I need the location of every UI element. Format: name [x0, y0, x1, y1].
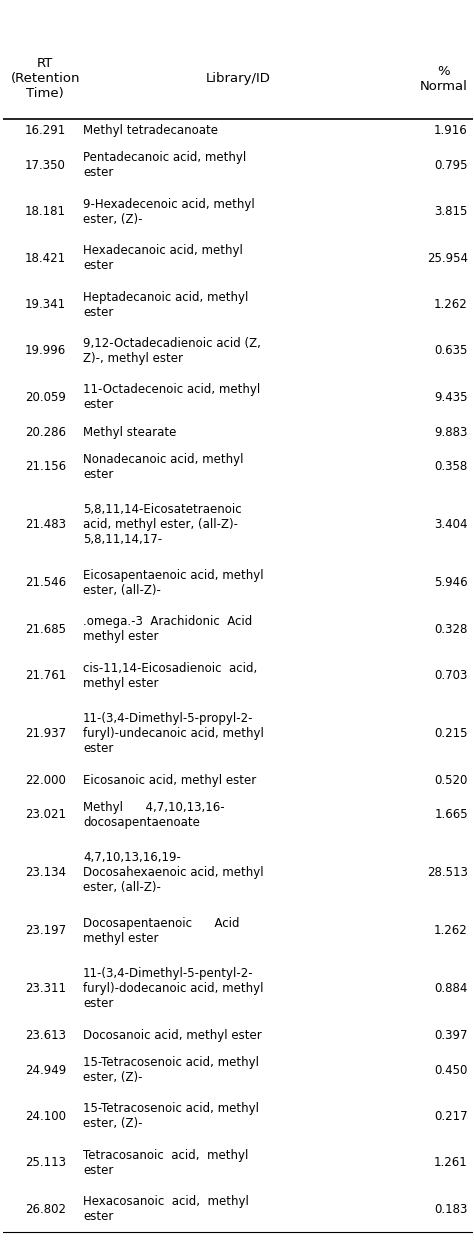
Text: Library/ID: Library/ID: [205, 72, 270, 86]
Text: 16.291: 16.291: [25, 124, 66, 138]
Text: 0.635: 0.635: [435, 345, 468, 357]
Text: 21.685: 21.685: [25, 622, 66, 636]
Text: 17.350: 17.350: [25, 159, 66, 172]
Text: 11-(3,4-Dimethyl-5-pentyl-2-
furyl)-dodecanoic acid, methyl
ester: 11-(3,4-Dimethyl-5-pentyl-2- furyl)-dode…: [83, 967, 264, 1011]
Text: 1.262: 1.262: [434, 298, 468, 311]
Text: Nonadecanoic acid, methyl
ester: Nonadecanoic acid, methyl ester: [83, 453, 243, 481]
Text: Methyl      4,7,10,13,16-
docosapentaenoate: Methyl 4,7,10,13,16- docosapentaenoate: [83, 801, 225, 828]
Text: 0.217: 0.217: [434, 1110, 468, 1123]
Text: 3.404: 3.404: [434, 518, 468, 532]
Text: 3.815: 3.815: [435, 205, 468, 218]
Text: 0.328: 0.328: [435, 622, 468, 636]
Text: 5,8,11,14-Eicosatetraenoic
acid, methyl ester, (all-Z)-
5,8,11,14,17-: 5,8,11,14-Eicosatetraenoic acid, methyl …: [83, 503, 242, 547]
Text: 21.546: 21.546: [25, 577, 66, 589]
Text: 21.761: 21.761: [25, 670, 66, 682]
Text: Pentadecanoic acid, methyl
ester: Pentadecanoic acid, methyl ester: [83, 151, 246, 180]
Text: 24.100: 24.100: [25, 1110, 66, 1123]
Text: 23.021: 23.021: [25, 808, 66, 821]
Text: 23.311: 23.311: [25, 982, 66, 996]
Text: Hexadecanoic acid, methyl
ester: Hexadecanoic acid, methyl ester: [83, 244, 243, 272]
Text: 23.613: 23.613: [25, 1029, 66, 1042]
Text: 15-Tetracosenoic acid, methyl
ester, (Z)-: 15-Tetracosenoic acid, methyl ester, (Z)…: [83, 1056, 259, 1084]
Text: 0.520: 0.520: [435, 774, 468, 786]
Text: 25.954: 25.954: [427, 252, 468, 264]
Text: Hexacosanoic  acid,  methyl
ester: Hexacosanoic acid, methyl ester: [83, 1195, 249, 1223]
Text: 9,12-Octadecadienoic acid (Z,
Z)-, methyl ester: 9,12-Octadecadienoic acid (Z, Z)-, methy…: [83, 337, 261, 365]
Text: 21.156: 21.156: [25, 460, 66, 474]
Text: Methyl tetradecanoate: Methyl tetradecanoate: [83, 124, 218, 138]
Text: 5.946: 5.946: [434, 577, 468, 589]
Text: %
Normal: % Normal: [420, 64, 468, 93]
Text: 9.883: 9.883: [435, 425, 468, 439]
Text: 1.261: 1.261: [434, 1157, 468, 1169]
Text: 1.916: 1.916: [434, 124, 468, 138]
Text: 21.483: 21.483: [25, 518, 66, 532]
Text: 1.262: 1.262: [434, 924, 468, 937]
Text: 22.000: 22.000: [25, 774, 66, 786]
Text: 0.703: 0.703: [435, 670, 468, 682]
Text: Tetracosanoic  acid,  methyl
ester: Tetracosanoic acid, methyl ester: [83, 1148, 248, 1177]
Text: 0.183: 0.183: [435, 1203, 468, 1215]
Text: 4,7,10,13,16,19-
Docosahexaenoic acid, methyl
ester, (all-Z)-: 4,7,10,13,16,19- Docosahexaenoic acid, m…: [83, 852, 264, 894]
Text: 11-Octadecenoic acid, methyl
ester: 11-Octadecenoic acid, methyl ester: [83, 383, 260, 412]
Text: 0.358: 0.358: [435, 460, 468, 474]
Text: cis-11,14-Eicosadienoic  acid,
methyl ester: cis-11,14-Eicosadienoic acid, methyl est…: [83, 662, 257, 689]
Text: 0.397: 0.397: [434, 1029, 468, 1042]
Text: 0.450: 0.450: [435, 1064, 468, 1076]
Text: 26.802: 26.802: [25, 1203, 66, 1215]
Text: 23.134: 23.134: [25, 867, 66, 879]
Text: 23.197: 23.197: [25, 924, 66, 937]
Text: 19.341: 19.341: [25, 298, 66, 311]
Text: 20.059: 20.059: [25, 391, 66, 404]
Text: Eicosapentaenoic acid, methyl
ester, (all-Z)-: Eicosapentaenoic acid, methyl ester, (al…: [83, 569, 264, 596]
Text: 25.113: 25.113: [25, 1157, 66, 1169]
Text: Methyl stearate: Methyl stearate: [83, 425, 176, 439]
Text: 19.996: 19.996: [25, 345, 66, 357]
Text: 1.665: 1.665: [434, 808, 468, 821]
Text: 0.884: 0.884: [435, 982, 468, 996]
Text: Docosanoic acid, methyl ester: Docosanoic acid, methyl ester: [83, 1029, 262, 1042]
Text: .omega.-3  Arachidonic  Acid
methyl ester: .omega.-3 Arachidonic Acid methyl ester: [83, 615, 252, 644]
Text: 9-Hexadecenoic acid, methyl
ester, (Z)-: 9-Hexadecenoic acid, methyl ester, (Z)-: [83, 197, 255, 226]
Text: Docosapentaenoic      Acid
methyl ester: Docosapentaenoic Acid methyl ester: [83, 916, 239, 945]
Text: 24.949: 24.949: [25, 1064, 66, 1076]
Text: 18.181: 18.181: [25, 205, 66, 218]
Text: Heptadecanoic acid, methyl
ester: Heptadecanoic acid, methyl ester: [83, 290, 248, 319]
Text: 0.215: 0.215: [434, 727, 468, 740]
Text: 15-Tetracosenoic acid, methyl
ester, (Z)-: 15-Tetracosenoic acid, methyl ester, (Z)…: [83, 1102, 259, 1131]
Text: 18.421: 18.421: [25, 252, 66, 264]
Text: 20.286: 20.286: [25, 425, 66, 439]
Text: RT
(Retention
Time): RT (Retention Time): [10, 57, 80, 100]
Text: 9.435: 9.435: [434, 391, 468, 404]
Text: 0.795: 0.795: [434, 159, 468, 172]
Text: 28.513: 28.513: [427, 867, 468, 879]
Text: Eicosanoic acid, methyl ester: Eicosanoic acid, methyl ester: [83, 774, 256, 786]
Text: 11-(3,4-Dimethyl-5-propyl-2-
furyl)-undecanoic acid, methyl
ester: 11-(3,4-Dimethyl-5-propyl-2- furyl)-unde…: [83, 712, 264, 755]
Text: 21.937: 21.937: [25, 727, 66, 740]
